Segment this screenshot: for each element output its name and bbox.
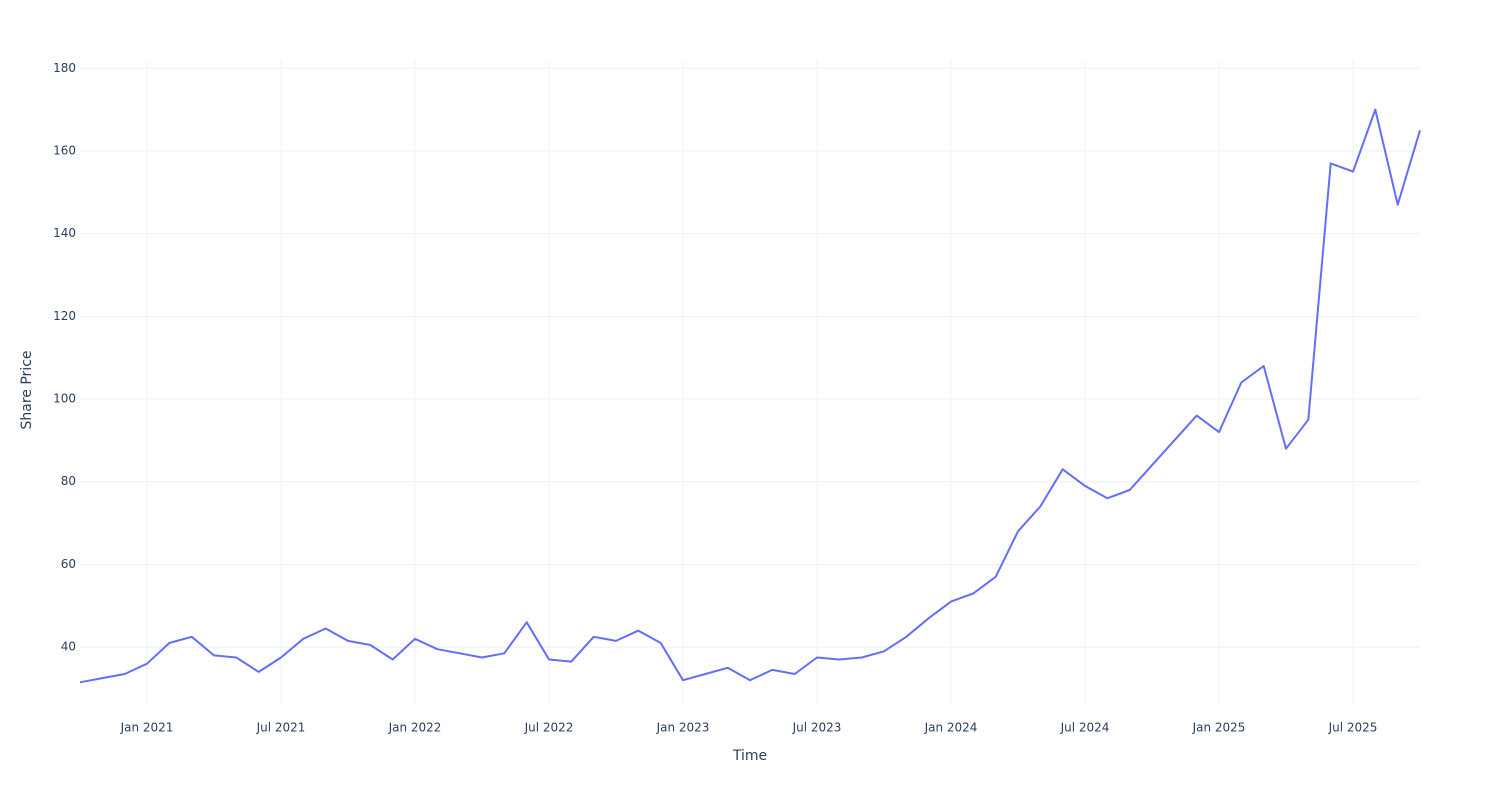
y-tick-label: 100 [53,392,76,406]
grid [80,60,1420,705]
x-tick-label: Jul 2022 [524,721,574,735]
x-tick-label: Jan 2025 [1192,721,1246,735]
x-tick-label: Jul 2023 [792,721,842,735]
y-tick-label: 120 [53,309,76,323]
x-tick-label: Jan 2023 [656,721,710,735]
x-tick-label: Jul 2025 [1328,721,1378,735]
y-tick-label: 160 [53,143,76,157]
y-tick-label: 140 [53,226,76,240]
x-tick-label: Jan 2022 [388,721,442,735]
y-tick-label: 80 [61,474,76,488]
x-tick-label: Jul 2021 [256,721,306,735]
x-tick-label: Jul 2024 [1060,721,1110,735]
y-tick-label: 40 [61,640,76,654]
x-tick-label: Jan 2024 [924,721,978,735]
y-tick-label: 180 [53,61,76,75]
x-tick-label: Jan 2021 [120,721,174,735]
x-axis-title: Time [732,748,767,764]
price-line [79,108,1421,684]
y-axis-title: Share Price [19,350,35,429]
y-tick-label: 60 [61,557,76,571]
